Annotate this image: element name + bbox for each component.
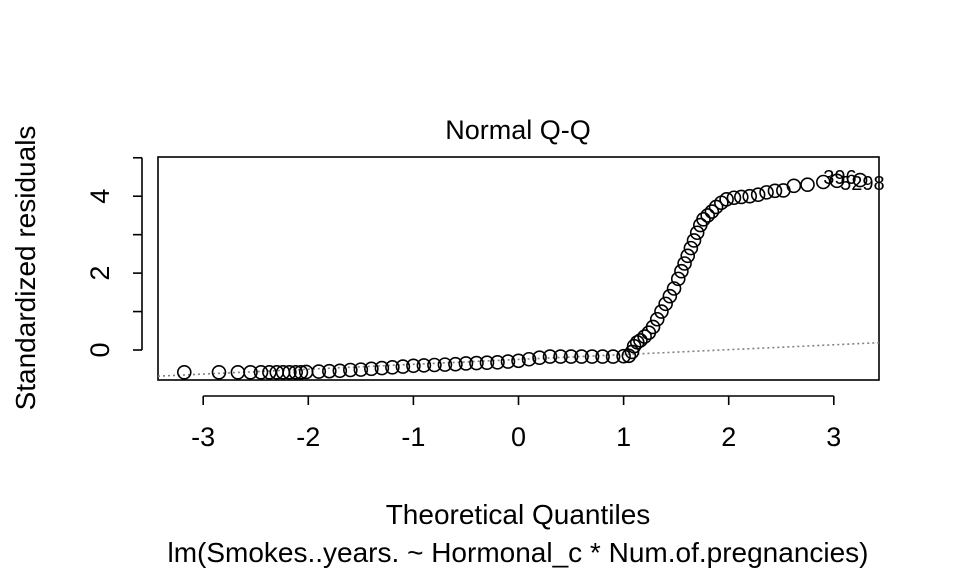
x-axis: -3 -2 -1 0 1 2 3: [191, 395, 841, 452]
data-point: [282, 365, 297, 380]
data-point: [633, 333, 648, 348]
data-point: [726, 190, 742, 206]
data-point: [683, 240, 699, 256]
data-point: [211, 365, 227, 380]
data-point: [406, 358, 421, 374]
x-tick-label: -1: [401, 422, 425, 452]
x-tick-label: -2: [296, 422, 320, 452]
data-point: [176, 365, 192, 380]
data-point: [500, 354, 516, 369]
data-point: [563, 349, 579, 364]
data-point: [686, 233, 702, 248]
data-point: [658, 296, 673, 312]
data-point: [293, 365, 309, 380]
data-point: [311, 364, 327, 379]
data-point: [767, 183, 783, 199]
x-tick-label: 3: [826, 422, 841, 452]
data-point: [852, 172, 868, 188]
data-point: [800, 177, 815, 192]
data-point: [700, 208, 715, 223]
data-point: [511, 353, 526, 369]
data-point: [262, 365, 277, 380]
data-point: [605, 349, 621, 364]
data-point: [574, 349, 589, 364]
data-point: [490, 355, 505, 370]
x-axis-label: Theoretical Quantiles: [386, 499, 651, 530]
data-point: [595, 349, 610, 364]
data-point: [395, 359, 411, 374]
data-point: [829, 173, 845, 189]
data-point: [364, 361, 379, 377]
data-point: [662, 288, 678, 304]
data-point: [374, 360, 390, 376]
data-point: [584, 349, 600, 364]
data-point: [437, 357, 453, 372]
data-point: [759, 185, 774, 200]
x-tick-label: 2: [721, 422, 736, 452]
model-formula-subtitle: lm(Smokes..years. ~ Hormonal_c * Num.of.…: [167, 537, 868, 568]
data-point: [243, 365, 258, 380]
plot-frame: [157, 156, 880, 381]
data-point: [637, 329, 652, 344]
x-tick-label: 0: [511, 422, 526, 452]
data-point: [542, 349, 558, 364]
data-point: [343, 362, 358, 378]
reference-line: [157, 341, 880, 377]
data-point: [719, 191, 734, 207]
x-tick-label: -3: [191, 422, 215, 452]
data-point: [385, 360, 400, 375]
data-point: [674, 263, 689, 279]
data-point: [704, 204, 720, 219]
y-tick-label: 4: [85, 189, 115, 204]
data-point: [427, 357, 442, 373]
data-point: [532, 350, 547, 366]
data-point: [353, 362, 369, 377]
data-point: [416, 358, 432, 373]
data-point: [680, 248, 696, 264]
outlier-label: 396: [823, 167, 856, 189]
data-point: [616, 348, 631, 364]
data-point: [322, 363, 337, 379]
outlier-label: 5298: [840, 173, 885, 195]
data-point: [734, 189, 749, 205]
data-point: [750, 187, 766, 202]
chart-title: Normal Q-Q: [445, 115, 591, 145]
data-point: [689, 225, 705, 241]
data-point: [288, 365, 303, 380]
data-point: [670, 271, 686, 287]
data-point: [654, 304, 669, 319]
y-axis-label: Standardized residuals: [10, 126, 41, 411]
data-point: [253, 365, 269, 380]
data-point: [696, 211, 711, 227]
data-point: [666, 281, 682, 296]
data-point: [649, 311, 665, 327]
data-point: [458, 356, 474, 371]
data-point: [469, 355, 484, 371]
data-point: [448, 356, 463, 372]
data-point: [786, 178, 802, 194]
data-point: [677, 256, 692, 271]
points-layer: [176, 172, 868, 380]
x-tick-label: 1: [616, 422, 631, 452]
y-tick-label: 2: [85, 266, 115, 281]
y-tick-label: 0: [85, 342, 115, 357]
data-point: [479, 355, 495, 370]
data-point: [742, 188, 758, 204]
data-point: [553, 349, 568, 364]
data-point: [645, 319, 661, 335]
data-point: [332, 363, 348, 379]
data-point: [521, 351, 537, 367]
y-axis: 0 2 4: [85, 156, 143, 358]
